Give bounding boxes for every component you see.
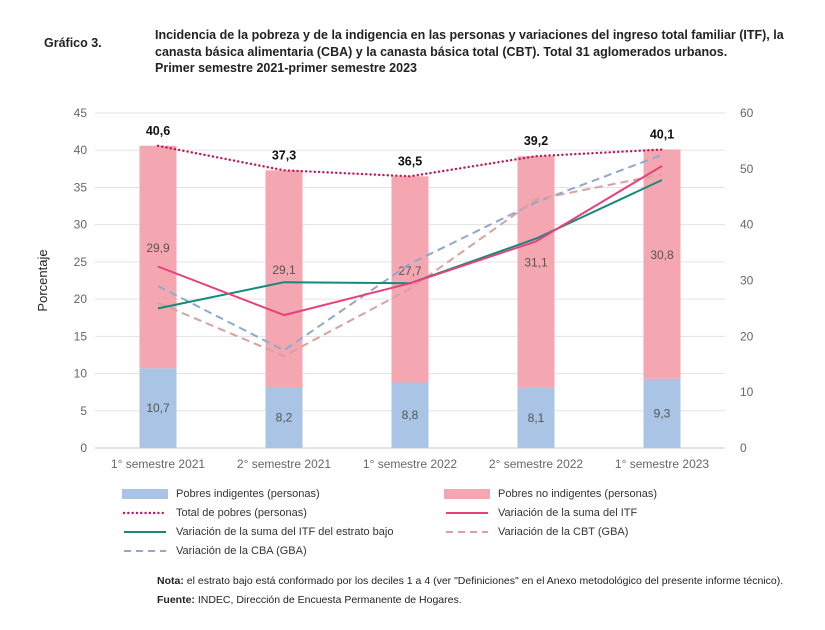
x-tick-label: 2° semestre 2022 <box>489 457 584 471</box>
legend-item-indigentes: Pobres indigentes (personas) <box>122 487 320 501</box>
note-text: el estrato bajo está conformado por los … <box>186 575 784 587</box>
legend-item-cba: Variación de la CBA (GBA) <box>122 544 307 558</box>
bar-indigentes <box>643 378 681 448</box>
total-pobres-label: 39,2 <box>524 134 548 148</box>
y2-tick-label: 40 <box>740 218 754 232</box>
y2-tick-label: 60 <box>740 106 754 120</box>
chart-title-line-3: Primer semestre 2021-primer semestre 202… <box>155 61 417 75</box>
series-line-cbt <box>157 173 663 357</box>
series-line-total-pobres <box>156 144 664 178</box>
legend-label-total-pobres: Total de pobres (personas) <box>176 507 307 519</box>
series-line-itf <box>157 165 663 317</box>
bar-label-indigentes: 8,8 <box>402 408 419 422</box>
y-axis-label: Porcentaje <box>35 249 50 311</box>
total-pobres-label: 37,3 <box>272 148 296 162</box>
x-tick-label: 1° semestre 2022 <box>363 457 458 471</box>
note-label: Nota: <box>157 575 184 587</box>
legend-label-cba: Variación de la CBA (GBA) <box>176 545 307 557</box>
bar-no-indigentes <box>265 170 303 387</box>
y2-tick-label: 10 <box>740 385 754 399</box>
y-tick-label: 25 <box>74 255 88 269</box>
y-tick-label: 30 <box>74 218 88 232</box>
legend-label-itf: Variación de la suma del ITF <box>498 507 638 519</box>
bar-indigentes <box>391 382 429 448</box>
bar-label-no-indigentes: 27,7 <box>398 264 422 278</box>
legend-item-itf: Variación de la suma del ITF <box>444 506 637 520</box>
chart-title-line-2: canasta básica alimentaria (CBA) y la ca… <box>155 44 728 59</box>
legend-item-no-indigentes: Pobres no indigentes (personas) <box>444 487 657 501</box>
bar-label-no-indigentes: 30,8 <box>650 248 674 262</box>
total-pobres-label: 40,6 <box>146 124 170 138</box>
bar-no-indigentes <box>517 156 555 388</box>
bar-no-indigentes <box>139 145 177 369</box>
note-paragraph: Nota: el estrato bajo está conformado po… <box>157 575 797 588</box>
x-tick-label: 1° semestre 2021 <box>111 457 206 471</box>
bar-label-indigentes: 8,1 <box>528 411 545 425</box>
y2-tick-label: 0 <box>740 441 747 455</box>
legend-label-itf-estrato-bajo: Variación de la suma del ITF del estrato… <box>176 526 394 538</box>
bar-label-indigentes: 9,3 <box>654 406 671 420</box>
bar-indigentes <box>139 368 177 448</box>
legend-item-cbt: Variación de la CBT (GBA) <box>444 525 628 539</box>
y-tick-label: 35 <box>74 180 88 194</box>
bar-no-indigentes <box>643 149 681 379</box>
legend-item-total-pobres: Total de pobres (personas) <box>122 506 307 520</box>
bar-label-no-indigentes: 31,1 <box>524 256 548 270</box>
y-tick-label: 5 <box>80 404 87 418</box>
y-tick-label: 40 <box>74 143 88 157</box>
chart-title: Incidencia de la pobreza y de la indigen… <box>155 27 805 77</box>
y-tick-label: 20 <box>74 292 88 306</box>
bar-indigentes <box>265 386 303 448</box>
legend-label-cbt: Variación de la CBT (GBA) <box>498 526 629 538</box>
chart-notes: Nota: el estrato bajo está conformado po… <box>157 575 797 613</box>
x-tick-label: 1° semestre 2023 <box>615 457 710 471</box>
legend-label-indigentes: Pobres indigentes (personas) <box>176 488 320 500</box>
y2-tick-label: 20 <box>740 329 754 343</box>
total-pobres-label: 36,5 <box>398 154 422 168</box>
y2-tick-label: 50 <box>740 162 754 176</box>
series-line-cba <box>157 153 663 352</box>
bar-label-no-indigentes: 29,9 <box>146 241 170 255</box>
chart-title-line-1: Incidencia de la pobreza y de la indigen… <box>155 28 784 42</box>
legend-label-no-indigentes: Pobres no indigentes (personas) <box>498 488 657 500</box>
chart-legend: Pobres indigentes (personas) Pobres no i… <box>122 487 762 563</box>
y2-tick-label: 30 <box>740 274 754 288</box>
source-paragraph: Fuente: INDEC, Dirección de Encuesta Per… <box>157 594 797 607</box>
figure-label: Gráfico 3. <box>44 36 102 50</box>
bar-label-indigentes: 10,7 <box>146 401 170 415</box>
source-text: INDEC, Dirección de Encuesta Permanente … <box>197 594 462 606</box>
y-tick-label: 15 <box>74 329 88 343</box>
source-label: Fuente: <box>157 594 195 606</box>
total-pobres-label: 40,1 <box>650 127 674 141</box>
bar-label-indigentes: 8,2 <box>276 410 293 424</box>
bar-label-no-indigentes: 29,1 <box>272 263 296 277</box>
poverty-chart: 0 5 10 15 20 25 30 35 40 45 0 10 20 30 40 50 60 Porcentaj… <box>35 106 754 471</box>
y-tick-label: 10 <box>74 367 88 381</box>
legend-item-itf-estrato-bajo: Variación de la suma del ITF del estrato… <box>122 525 393 539</box>
y-tick-label: 45 <box>74 106 88 120</box>
bar-indigentes <box>517 387 555 448</box>
y-tick-label: 0 <box>80 441 87 455</box>
x-tick-label: 2° semestre 2021 <box>237 457 332 471</box>
